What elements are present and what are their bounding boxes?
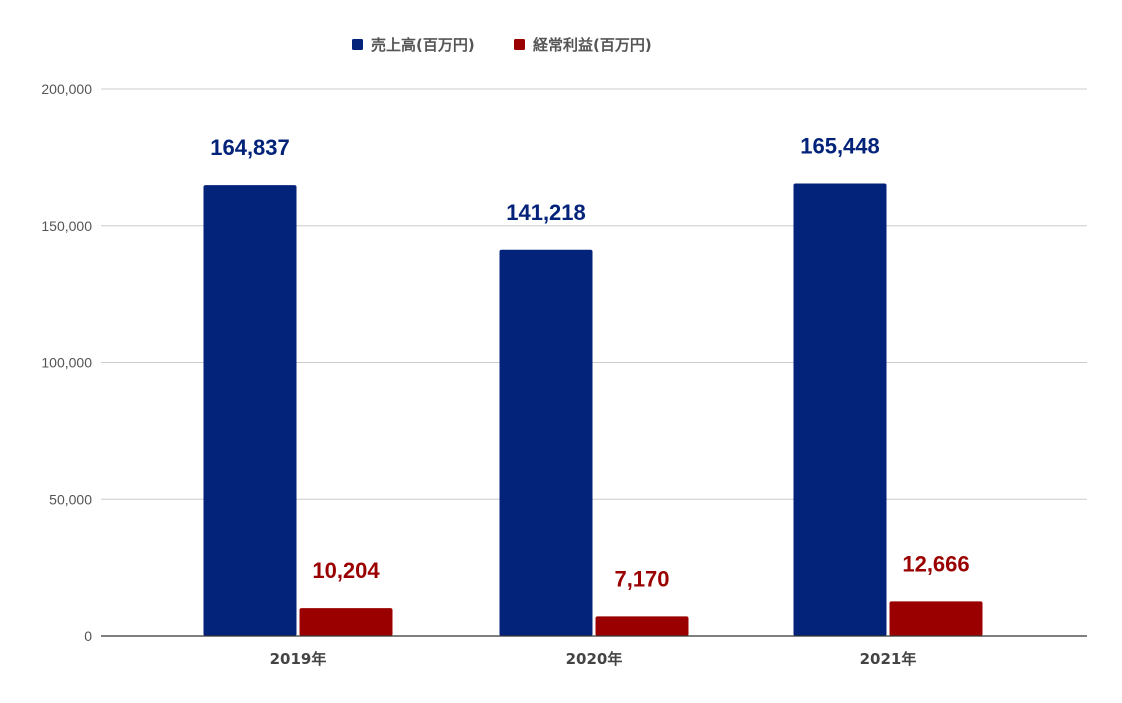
- data-labels: 164,837 10,204 141,218 7,170 165,448 12,666: [210, 133, 969, 591]
- x-tick-label: 2019年: [270, 650, 327, 668]
- data-label: 141,218: [506, 200, 586, 225]
- legend: 売上高(百万円) 経常利益(百万円): [352, 36, 652, 54]
- data-label: 164,837: [210, 135, 290, 160]
- y-tick-label: 150,000: [41, 218, 92, 234]
- y-tick-label: 100,000: [41, 355, 92, 371]
- bar-ordinary-profit-2020年: [595, 616, 689, 636]
- bar-ordinary-profit-2021年: [889, 601, 983, 636]
- y-tick-label: 0: [84, 628, 92, 644]
- legend-label: 経常利益(百万円): [533, 36, 652, 54]
- legend-label: 売上高(百万円): [371, 36, 475, 54]
- x-axis: 2019年 2020年 2021年: [101, 635, 1087, 668]
- bars: [203, 183, 983, 636]
- bar-ordinary-profit-2019年: [299, 608, 393, 636]
- legend-swatch: [514, 39, 525, 50]
- data-label: 7,170: [614, 566, 669, 591]
- y-tick-label: 200,000: [41, 81, 92, 97]
- data-label: 165,448: [800, 133, 880, 158]
- data-label: 12,666: [902, 551, 969, 576]
- y-axis: 0 50,000 100,000 150,000 200,000: [41, 81, 92, 644]
- legend-swatch: [352, 39, 363, 50]
- x-tick-label: 2021年: [860, 650, 917, 668]
- bar-sales-2019年: [203, 185, 297, 636]
- x-tick-label: 2020年: [566, 650, 623, 668]
- bar-sales-2021年: [793, 183, 887, 636]
- bar-sales-2020年: [499, 249, 593, 636]
- data-label: 10,204: [312, 558, 380, 583]
- y-tick-label: 50,000: [49, 491, 92, 507]
